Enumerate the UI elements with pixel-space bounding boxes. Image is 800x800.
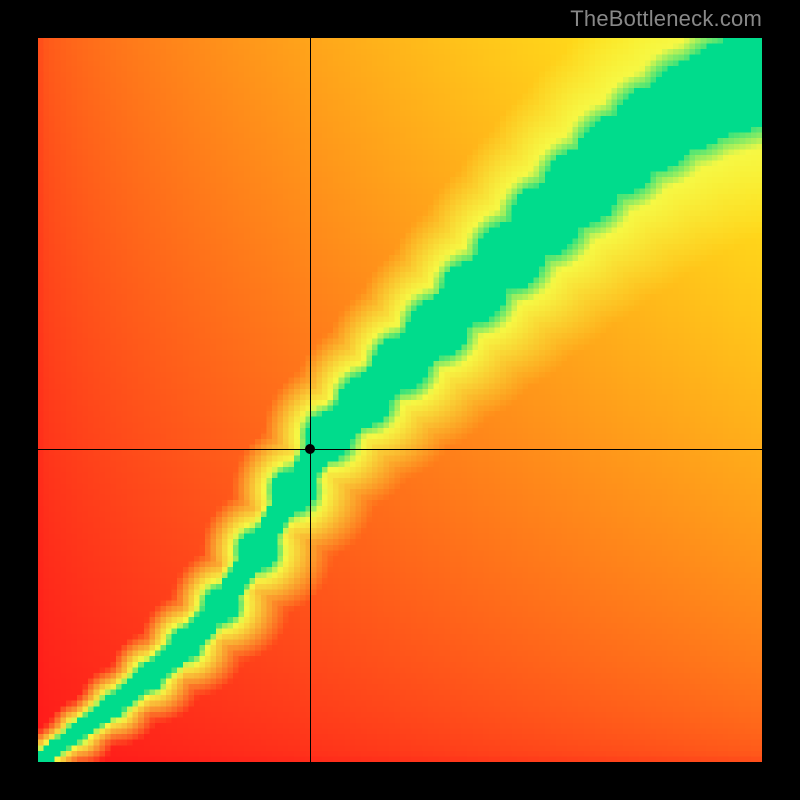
heatmap-plot	[38, 38, 762, 762]
crosshair-dot	[305, 444, 315, 454]
crosshair-vertical	[310, 38, 311, 762]
heatmap-canvas	[38, 38, 762, 762]
watermark-text: TheBottleneck.com	[570, 6, 762, 32]
crosshair-horizontal	[38, 449, 762, 450]
